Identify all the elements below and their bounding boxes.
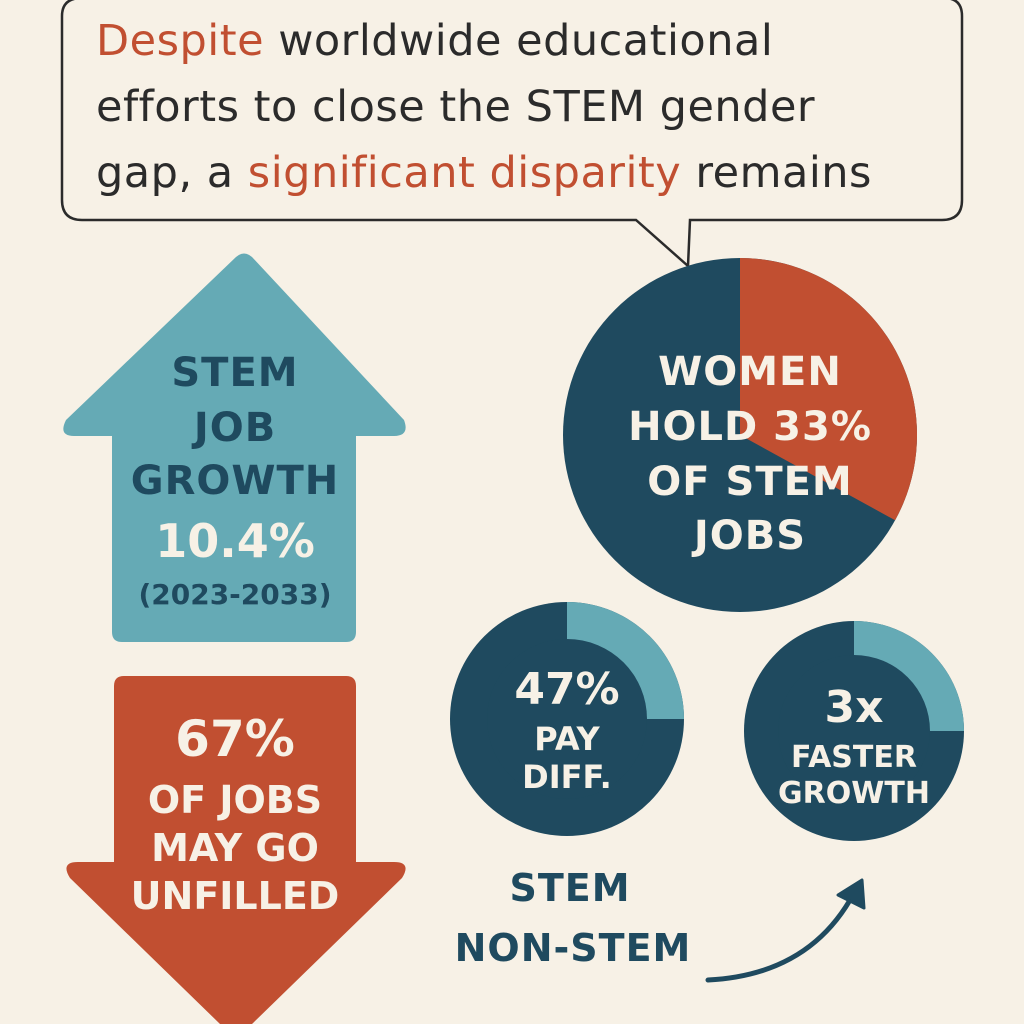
growth-circle-line-1: FASTER bbox=[791, 740, 917, 775]
headline-line-3-pre: gap, a bbox=[96, 148, 248, 198]
growth-years: (2023-2033) bbox=[138, 578, 332, 611]
women-pie-chart bbox=[563, 258, 918, 612]
unfilled-line-3: UNFILLED bbox=[130, 874, 340, 918]
growth-value: 10.4% bbox=[155, 514, 315, 568]
growth-title-line-3: GROWTH bbox=[130, 458, 340, 504]
unfilled-line-2: MAY GO bbox=[151, 826, 319, 870]
headline-line-1: Despite worldwide educational bbox=[96, 8, 976, 74]
growth-circle-line-2: GROWTH bbox=[778, 776, 930, 811]
pay-line-1: PAY bbox=[534, 720, 600, 758]
legend-stem: STEM bbox=[509, 866, 631, 910]
pay-value: 47% bbox=[514, 664, 620, 715]
headline-accent-disparity: significant disparity bbox=[247, 148, 682, 198]
arrow-up-icon bbox=[63, 253, 406, 642]
growth-title-line-2: JOB bbox=[193, 405, 277, 451]
headline-line-1-rest: worldwide educational bbox=[264, 16, 774, 66]
arrow-down-icon bbox=[66, 676, 406, 1024]
pie-label-line-1: WOMEN bbox=[658, 349, 842, 395]
unfilled-value: 67% bbox=[175, 710, 295, 768]
pie-slice-women bbox=[740, 258, 918, 521]
legend-non-stem: NON-STEM bbox=[454, 926, 692, 970]
pay-line-2: DIFF. bbox=[522, 758, 612, 796]
headline: Despite worldwide educational efforts to… bbox=[96, 8, 976, 206]
growth-circle-value: 3x bbox=[824, 682, 884, 733]
pay-circle-inner bbox=[487, 639, 647, 799]
unfilled-line-1: OF JOBS bbox=[147, 778, 323, 822]
speech-bubble bbox=[60, 0, 964, 269]
pie-label-line-2: HOLD 33% bbox=[628, 404, 872, 450]
headline-line-3-post: remains bbox=[681, 148, 872, 198]
headline-line-2: efforts to close the STEM gender bbox=[96, 82, 816, 132]
faster-growth-circle bbox=[744, 621, 964, 841]
pie-label-line-4: JOBS bbox=[693, 513, 807, 559]
growth-circle-inner bbox=[778, 655, 930, 807]
curved-arrow-icon bbox=[705, 878, 866, 983]
growth-title-line-1: STEM bbox=[171, 350, 299, 396]
headline-line-3: gap, a significant disparity remains bbox=[96, 140, 976, 206]
pie-label-line-3: OF STEM bbox=[647, 459, 853, 505]
headline-accent-despite: Despite bbox=[96, 16, 265, 66]
pay-diff-circle bbox=[450, 602, 684, 836]
